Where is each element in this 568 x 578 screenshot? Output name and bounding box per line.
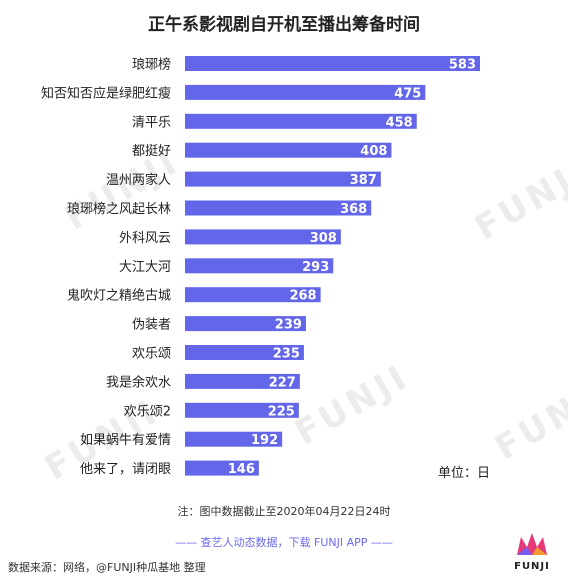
bar (185, 258, 334, 274)
value-label: 583 (449, 58, 476, 73)
category-label: 琅琊榜之风起长林 (67, 201, 171, 217)
bar (185, 113, 417, 129)
promo-link[interactable]: —— 查艺人动态数据，下载 FUNJI APP —— (175, 536, 393, 549)
category-label: 如果蜗牛有爱情 (80, 432, 171, 448)
category-label: 琅琊榜 (132, 57, 171, 73)
category-label: 伪装者 (132, 318, 171, 333)
category-label: 鬼吹灯之精绝古城 (67, 288, 171, 304)
value-label: 225 (268, 404, 295, 419)
bar (185, 460, 259, 476)
bar (185, 345, 304, 360)
value-label: 308 (310, 231, 337, 246)
value-label: 475 (394, 86, 421, 101)
footnote: 注：图中数据截止至2020年04月22日24时 (177, 505, 391, 518)
value-label: 235 (273, 347, 300, 362)
bar (185, 431, 283, 447)
value-label: 268 (289, 289, 316, 304)
bar (185, 56, 480, 71)
value-label: 458 (386, 115, 413, 130)
category-label: 知否知否应是绿肥红瘦 (41, 85, 171, 101)
logo-text: FUNJI (514, 561, 550, 572)
value-label: 227 (269, 375, 296, 390)
bar (185, 229, 341, 245)
value-label: 146 (228, 462, 255, 477)
value-label: 192 (251, 433, 278, 448)
category-label: 他来了，请闭眼 (80, 462, 171, 477)
data-source: 数据来源：网络，@FUNJI种瓜基地 整理 (8, 561, 206, 574)
chart-title: 正午系影视剧自开机至播出筹备时间 (148, 15, 420, 35)
funji-logo: FUNJI (510, 531, 554, 572)
category-label: 大江大河 (119, 260, 171, 275)
bar-chart: 琅琊榜 583 知否知否应是绿肥红瘦 475 清平乐 458 都挺好 408 温州两家人 387 琅… (41, 56, 480, 477)
bar (185, 200, 372, 216)
bar (185, 287, 321, 303)
category-label: 外科风云 (119, 231, 171, 246)
unit-label: 单位：日 (437, 466, 490, 481)
category-label: 欢乐颂2 (124, 404, 171, 419)
crown-icon (517, 533, 547, 555)
bar (185, 316, 306, 332)
category-label: 欢乐颂 (132, 347, 171, 362)
bar (185, 402, 299, 418)
category-label: 都挺好 (132, 144, 171, 159)
bar (185, 373, 300, 389)
value-label: 239 (275, 318, 302, 333)
bar (185, 84, 426, 100)
category-label: 清平乐 (132, 115, 171, 130)
bar (185, 142, 392, 158)
value-label: 408 (360, 144, 387, 159)
value-label: 368 (340, 202, 367, 217)
category-label: 我是余欢水 (106, 374, 171, 390)
value-label: 387 (350, 173, 377, 188)
bar (185, 171, 381, 187)
category-label: 温州两家人 (106, 172, 171, 188)
value-label: 293 (302, 260, 329, 275)
